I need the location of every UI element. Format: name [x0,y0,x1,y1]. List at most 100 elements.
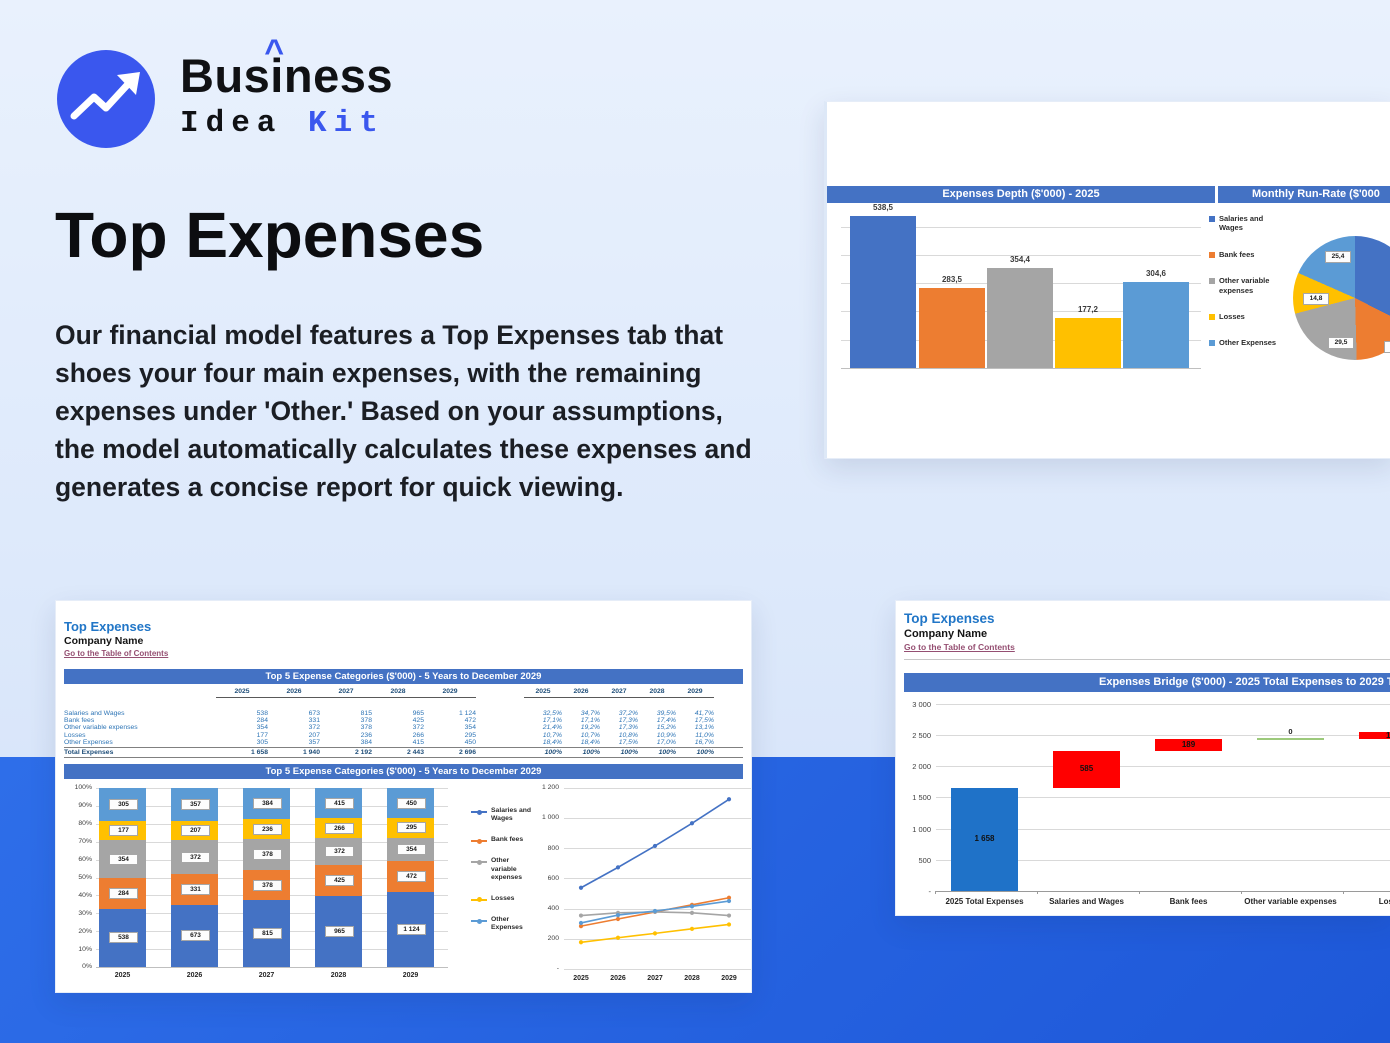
y-tick-label: 100% [74,784,92,792]
gridline [841,226,1201,228]
value-cell: 236 [360,731,372,739]
pct-cell: 17,4% [656,717,676,725]
top5-sheet-card: Top Expenses Company Name Go to the Tabl… [55,600,752,993]
value-cell: 1 658 [250,748,268,756]
values-group: 538 673 815 965 1 124 [216,710,476,717]
bridge-sheet-card: Top Expenses Company Name Go to the Tabl… [895,600,1390,916]
value-cell: 384 [360,738,372,746]
brand-logo-icon [57,50,155,148]
segment-value-label: 295 [397,822,426,834]
y-tick-label: 50% [78,873,92,881]
y-tick-label: 20% [78,927,92,935]
pct-group: 10,7% 10,7% 10,8% 10,9% 11,0% [524,732,714,739]
row-label: Total Expenses [64,748,114,756]
legend-line-marker [471,838,487,844]
gridline [564,938,751,940]
waterfall-connector-line [1257,738,1324,741]
pct-cell: 13,1% [694,724,714,732]
pct-cell: 100% [620,748,638,756]
value-cell: 354 [464,724,476,732]
chart-banner-row: Expenses Depth ($'000) - 2025 Monthly Ru… [827,186,1390,203]
top5-chart-legend: Salaries and Wages Bank fees Other variabl… [471,807,533,932]
y-tick-label: 60% [78,856,92,863]
pct-cell: 16,7% [694,738,714,746]
x-category-label: 2028 [330,972,347,979]
value-cell: 472 [464,717,476,725]
legend-item: Losses [471,895,533,903]
pct-cell: 100% [658,748,676,756]
x-category-label: 2025 [114,972,131,979]
y-tick-label: 10% [78,945,92,953]
values-group: 1 658 1 940 2 192 2 443 2 696 [216,748,476,757]
legend-swatch [1209,216,1215,222]
y-tick-label: - [928,887,932,896]
bar [919,287,985,368]
x-category-label: 2027 [258,972,275,979]
pct-cell: 17,1% [580,717,600,725]
legend-item: Bank fees [1209,250,1279,259]
legend-label: Salaries and Wages [491,807,532,823]
segment-value-label: 673 [181,930,210,942]
waterfall-delta-bar [1155,739,1222,752]
x-category-label: 2027 [647,975,663,982]
value-cell: 295 [464,731,476,739]
segment-value-label: 378 [253,879,282,891]
values-group: 2025 2026 2027 2028 2029 [216,687,476,698]
pct-cell: 15,2% [656,724,676,732]
segment-value-label: 305 [109,798,138,810]
legend-item: Other Expenses [1209,338,1279,347]
banner-divider [1215,186,1218,203]
sheet-title: Top Expenses [904,611,995,626]
legend-swatch [1209,313,1215,320]
bar-value-label: 1 658 [974,834,995,844]
segment-value-label: 472 [397,871,426,883]
pct-cell: 41,7% [694,710,714,717]
value-cell: 450 [464,738,476,746]
sheet-title: Top Expenses [64,619,152,634]
table-of-contents-link[interactable]: Go to the Table of Contents [64,649,169,658]
table-row: Other Expenses 305 357 384 415 450 18,4% 18,4% 1… [64,739,743,746]
value-cell: 1 124 [458,710,476,717]
table-row: Other variable expenses 354 372 378 372 354 21… [64,724,743,731]
pct-cell: 17,3% [618,717,638,725]
segment-value-label: 1 124 [397,924,426,936]
segment-value-label: 331 [181,884,210,896]
value-cell: 2028 [390,688,406,695]
report-screenshot-card: Expenses Depth ($'000) - 2025 Monthly Ru… [824,101,1390,459]
value-cell: 378 [360,717,372,725]
segment-value-label: 815 [253,928,282,940]
table-total-row: Total Expenses 1 658 1 940 2 192 2 443 2 696 1… [64,746,743,758]
x-category-label: Salaries and Wages [1049,897,1124,906]
legend-line-marker [471,859,487,865]
axis-tick [1343,891,1344,894]
gridline [936,828,1390,830]
x-category-label: Bank fees [1169,897,1208,906]
table-of-contents-link[interactable]: Go to the Table of Contents [904,642,1015,652]
segment-value-label: 354 [397,843,426,855]
pct-cell: 32,5% [542,710,562,717]
segment-value-label: 450 [397,797,426,809]
top5-table: 2025 2026 2027 2028 2029 2025 2026 2027 2028 2029… [64,687,743,758]
bar-value-label: 118 [1386,730,1390,740]
segment-value-label: 236 [253,823,282,835]
values-group: 284 331 378 425 472 [216,717,476,724]
pct-cell: 10,7% [542,731,562,739]
y-tick-label: 800 [547,844,559,852]
y-tick-label: 2 500 [912,731,931,740]
caret-icon: ^ [264,33,285,71]
y-tick-label: 2 000 [912,762,931,772]
value-cell: 2029 [442,688,458,695]
legend-item: Other Expenses [471,916,533,932]
top5-table-banner: Top 5 Expense Categories ($'000) - 5 Yea… [64,669,743,684]
value-cell: 2 192 [354,748,372,756]
values-group: 354 372 378 372 354 [216,724,476,731]
gridline [564,848,751,850]
trend-arrow-icon [70,72,140,120]
bar [1123,281,1189,368]
x-category-label: Other variable expenses [1244,897,1337,906]
segment-value-label: 384 [253,798,282,810]
pct-cell: 11,0% [695,731,714,739]
table-row: Bank fees 284 331 378 425 472 17,1% 17,1% 17,3% 1… [64,717,743,724]
pct-cell: 17,5% [618,738,638,746]
y-tick-label: 600 [547,874,559,882]
